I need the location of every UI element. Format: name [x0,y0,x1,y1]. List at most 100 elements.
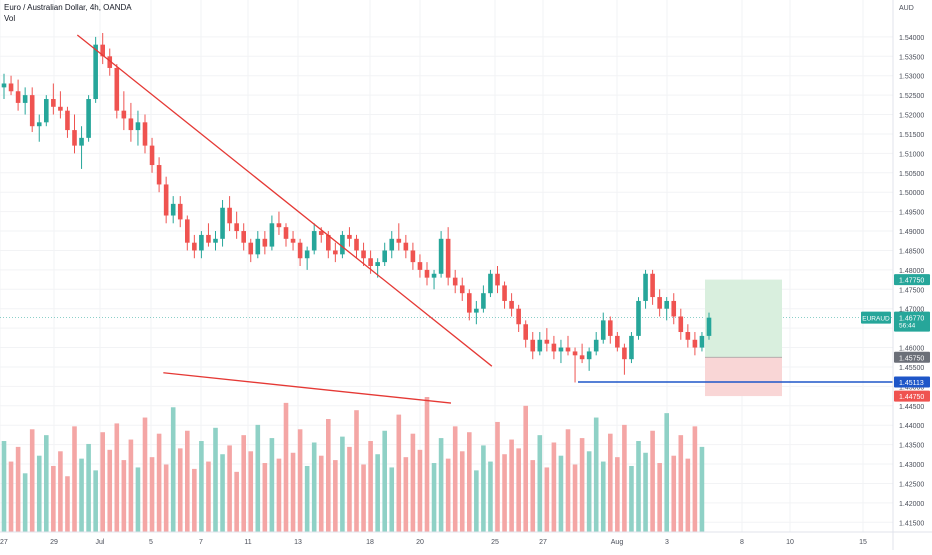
candle-body [488,273,493,294]
y-tick-label: 1.53000 [899,74,924,81]
volume-bar [276,458,282,532]
candle-body [608,320,613,336]
volume-bar [248,451,254,532]
lower-trendline [163,372,452,404]
volume-bar [311,442,317,532]
candle-body [213,238,218,243]
y-tick-label: 1.44000 [899,423,924,430]
symbol-label: EURAUD [862,316,890,323]
candle-body [65,110,70,131]
y-tick-label: 1.45500 [899,365,924,372]
volume-bar [530,460,536,532]
volume-bar [8,461,14,532]
volume-bar [403,457,409,532]
volume-bar [361,464,366,532]
volume-bar [692,426,698,532]
candle-body [326,234,331,251]
volume-bar [220,454,225,532]
volume-bar [36,455,42,532]
volume-bar [290,452,296,532]
candle-body [509,300,514,309]
volume-bar [241,435,246,532]
drawings [76,34,893,404]
candle-body [537,339,543,352]
candle-body [107,56,113,68]
candle-body [93,44,98,100]
volume-bar [114,423,120,532]
volume-bar [699,446,705,532]
volume-bar [304,465,310,532]
candle-body [424,269,430,278]
candle-body [530,339,536,352]
candle-body [234,223,239,232]
volume-bar [650,430,655,532]
candle-body [149,145,155,166]
y-tick-label: 1.49500 [899,210,924,217]
volume-bar [495,421,500,532]
volume-bar [72,426,77,532]
volume-bar [615,457,620,532]
x-tick-label: 13 [294,539,302,546]
candle-body [29,95,35,127]
candle-body [481,293,486,309]
volume-bar [234,471,239,532]
volume-bar [65,476,70,532]
candle-body [15,91,21,103]
entry-tag [894,351,930,363]
y-tick-label: 1.43500 [899,443,924,450]
candle-body [163,184,169,216]
candle-body [389,238,395,251]
currency-label: AUD [899,5,914,12]
position-zones [705,279,782,397]
y-tick-label: 1.48000 [899,268,924,275]
x-tick-label: 5 [149,539,153,546]
candle-body [636,300,641,336]
volume-bar [93,470,98,532]
volume-bar [86,443,91,532]
candle-body [170,203,176,216]
x-tick-label: 27 [0,539,8,546]
candle-body [502,285,507,301]
volume-bar [149,457,155,532]
candle-body [452,277,458,286]
candle-body [51,99,56,107]
candle-body [290,238,296,243]
candle-body [417,262,423,270]
candle-body [262,238,268,247]
candle-body [347,234,352,239]
volume-bar [593,417,599,532]
y-tick-label: 1.51500 [899,132,924,139]
candle-body [474,308,479,313]
volume-bar [410,433,416,532]
volume-bar [678,435,684,532]
take-profit-tag [894,274,930,286]
candle-body [579,355,585,360]
candle-body [177,203,183,220]
volume-bar [474,470,479,532]
candle-body [692,339,698,348]
x-tick-label: 18 [366,539,374,546]
volume-bar [128,439,134,532]
y-tick-label: 1.46000 [899,346,924,353]
candle-body [375,262,380,266]
x-tick-label: 10 [786,539,794,546]
volume-bar [396,414,402,532]
volume-bar [509,439,514,532]
candle-body [255,238,261,255]
volume-bar [431,463,437,532]
volume-bar [516,448,521,532]
y-tick-label: 1.47500 [899,287,924,294]
candle-body [586,351,592,360]
candle-body [100,44,105,57]
candle-body [593,339,599,352]
volume-bar [227,445,232,532]
y-tick-label: 1.49000 [899,229,924,236]
volume-bar [657,463,662,532]
volume-bar [347,446,352,532]
stop-loss-tag [894,390,930,402]
candle-body [220,207,225,239]
candle-body [438,238,444,274]
candle-body [467,293,472,313]
volume-bar [664,413,669,532]
